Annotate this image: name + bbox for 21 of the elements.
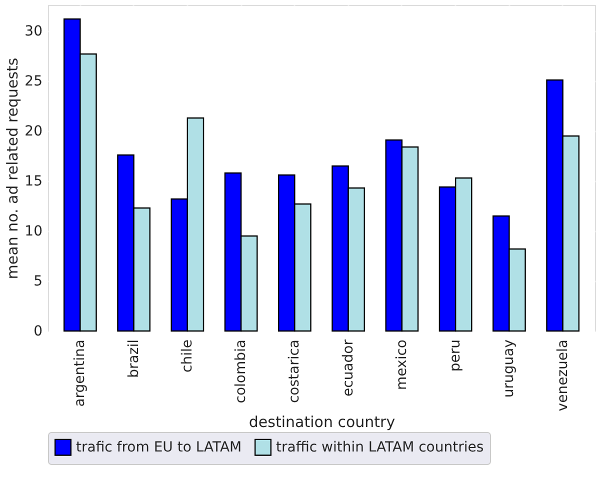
x-axis-title: destination country: [248, 413, 396, 432]
x-tick-label: colombia: [233, 340, 250, 404]
legend-label: traffic within LATAM countries: [276, 439, 484, 456]
x-tick-label: ecuador: [340, 339, 356, 396]
x-tick-label: argentina: [72, 340, 88, 407]
x-tick-label: costarica: [286, 340, 303, 404]
y-tick-label: 0: [34, 324, 42, 340]
x-tick-label: peru: [448, 340, 464, 372]
y-tick-label: 20: [24, 124, 42, 140]
x-tick-label: venezuela: [554, 340, 571, 412]
y-tick-label: 5: [34, 274, 42, 290]
x-tick-label: mexico: [394, 340, 410, 390]
x-tick-label: uruguay: [501, 340, 518, 398]
y-tick-label: 15: [24, 174, 42, 190]
x-tick-label: brazil: [126, 340, 142, 378]
y-tick-label: 30: [24, 24, 42, 40]
x-tick-label: chile: [179, 340, 196, 372]
y-axis-title: mean no. ad related requests: [4, 58, 22, 280]
y-tick-label: 25: [24, 74, 42, 90]
y-tick-label: 10: [24, 224, 42, 240]
legend-label: trafic from EU to LATAM: [76, 439, 242, 456]
